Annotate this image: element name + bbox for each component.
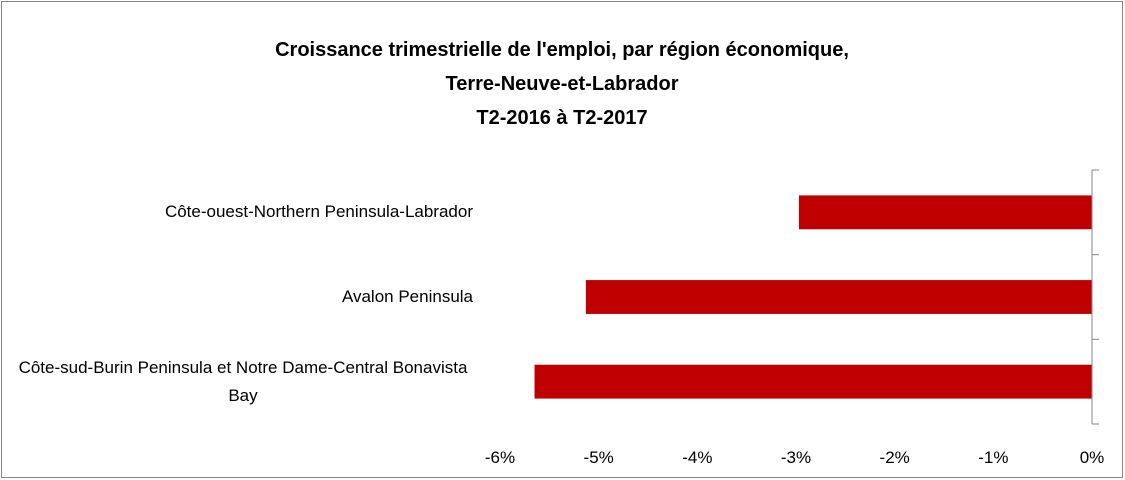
x-tick-label: -3% [781, 448, 811, 467]
bar [534, 364, 1092, 399]
x-tick-label: -6% [485, 448, 515, 467]
chart-title: T2-2016 à T2-2017 [476, 107, 647, 129]
bar [585, 280, 1092, 314]
bar [798, 195, 1092, 230]
y-tick-label-box: Avalon Peninsula [13, 283, 473, 311]
y-tick-label-box: Côte-ouest-Northern Peninsula-Labrador [13, 198, 473, 226]
y-tick-label: Côte-sud-Burin Peninsula et Notre Dame-C… [18, 357, 468, 405]
y-tick-label: Avalon Peninsula [341, 287, 473, 306]
x-tick-label: -2% [880, 448, 910, 467]
x-tick-label: -5% [584, 448, 614, 467]
x-tick-label: 0% [1080, 448, 1105, 467]
chart-title: Croissance trimestrielle de l'emploi, pa… [275, 39, 849, 61]
x-tick-label: -4% [682, 448, 712, 467]
y-tick-label-box: Côte-sud-Burin Peninsula et Notre Dame-C… [13, 354, 473, 410]
x-tick-label: -1% [978, 448, 1008, 467]
chart-title: Terre-Neuve-et-Labrador [445, 73, 678, 95]
y-tick-label: Côte-ouest-Northern Peninsula-Labrador [164, 202, 473, 222]
